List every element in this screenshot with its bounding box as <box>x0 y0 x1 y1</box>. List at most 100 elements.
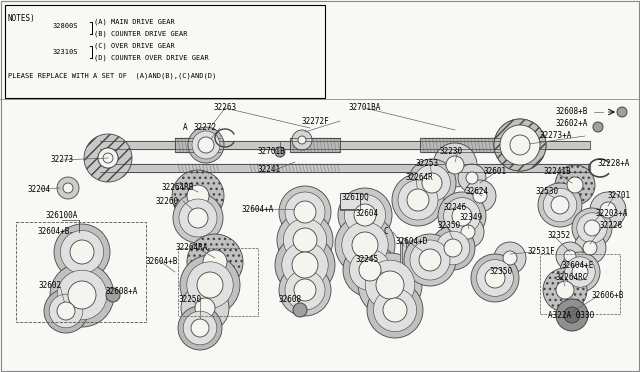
Text: 32610Q: 32610Q <box>342 192 370 202</box>
Circle shape <box>367 282 423 338</box>
Circle shape <box>349 249 390 291</box>
Circle shape <box>178 306 222 350</box>
Bar <box>70 232 88 254</box>
Text: 32272: 32272 <box>193 124 216 132</box>
Text: 32606+B: 32606+B <box>592 292 625 301</box>
Polygon shape <box>220 141 290 149</box>
Circle shape <box>600 202 616 218</box>
Bar <box>540 254 620 314</box>
Circle shape <box>50 263 114 327</box>
Text: (A) MAIN DRIVE GEAR: (A) MAIN DRIVE GEAR <box>94 19 175 25</box>
Circle shape <box>452 206 472 226</box>
Circle shape <box>84 134 132 182</box>
Circle shape <box>68 281 96 309</box>
Circle shape <box>358 253 422 317</box>
Circle shape <box>192 131 220 159</box>
Circle shape <box>572 208 612 248</box>
Circle shape <box>172 170 224 222</box>
Text: (B) COUNTER DRIVE GEAR: (B) COUNTER DRIVE GEAR <box>94 31 188 37</box>
Circle shape <box>583 241 597 255</box>
Circle shape <box>477 260 513 296</box>
Circle shape <box>494 119 546 171</box>
Circle shape <box>444 198 481 234</box>
Circle shape <box>464 180 496 212</box>
Circle shape <box>63 183 73 193</box>
Circle shape <box>60 230 104 273</box>
Circle shape <box>572 264 588 280</box>
Circle shape <box>292 130 312 150</box>
Circle shape <box>564 250 576 262</box>
Text: 32260: 32260 <box>155 196 178 205</box>
Circle shape <box>54 224 110 280</box>
Text: 32604+E: 32604+E <box>562 260 595 269</box>
Text: 32310S: 32310S <box>53 49 79 55</box>
Text: 32241: 32241 <box>258 166 281 174</box>
Circle shape <box>392 174 444 226</box>
Circle shape <box>187 185 209 207</box>
Circle shape <box>103 153 113 163</box>
Circle shape <box>494 242 526 274</box>
Polygon shape <box>420 138 500 152</box>
Circle shape <box>70 240 94 264</box>
Text: 32800S: 32800S <box>53 23 79 29</box>
Text: 32245: 32245 <box>355 256 378 264</box>
Bar <box>16 222 146 322</box>
Circle shape <box>408 159 456 207</box>
Polygon shape <box>100 141 175 149</box>
Circle shape <box>556 242 584 270</box>
Circle shape <box>293 303 307 317</box>
Circle shape <box>444 239 462 257</box>
Text: 32273+A: 32273+A <box>540 131 572 141</box>
Circle shape <box>191 319 209 337</box>
Circle shape <box>431 226 475 270</box>
Circle shape <box>57 302 75 320</box>
Text: 32228+A: 32228+A <box>597 158 629 167</box>
Circle shape <box>342 222 388 268</box>
Circle shape <box>198 137 214 153</box>
Text: 32701: 32701 <box>608 192 631 201</box>
Circle shape <box>574 232 606 264</box>
Circle shape <box>98 148 118 168</box>
Circle shape <box>188 208 208 228</box>
Text: 32272F: 32272F <box>302 116 330 125</box>
Text: 32352: 32352 <box>548 231 571 241</box>
Circle shape <box>277 212 333 268</box>
Circle shape <box>577 213 607 243</box>
Text: 32264RA: 32264RA <box>175 244 207 253</box>
Text: A322A 0330: A322A 0330 <box>548 311 595 321</box>
Circle shape <box>485 268 505 288</box>
Circle shape <box>538 183 582 227</box>
Text: 32203+A: 32203+A <box>596 208 628 218</box>
Circle shape <box>556 281 574 299</box>
Circle shape <box>373 288 417 331</box>
Circle shape <box>433 143 477 187</box>
Polygon shape <box>340 141 420 149</box>
Circle shape <box>458 164 486 192</box>
Text: 32350: 32350 <box>490 267 513 276</box>
Circle shape <box>343 243 397 297</box>
Circle shape <box>510 135 530 155</box>
Circle shape <box>383 298 407 322</box>
Circle shape <box>335 215 395 275</box>
Circle shape <box>298 136 306 144</box>
Circle shape <box>179 199 217 237</box>
Circle shape <box>365 260 415 310</box>
Text: C: C <box>384 228 388 237</box>
Circle shape <box>275 147 285 157</box>
Text: A: A <box>182 124 187 132</box>
Text: 32608+A: 32608+A <box>105 286 138 295</box>
Polygon shape <box>175 138 220 152</box>
Bar <box>5 5 325 98</box>
Text: 32602: 32602 <box>38 282 61 291</box>
Circle shape <box>294 201 316 223</box>
Text: 32608+B: 32608+B <box>555 108 588 116</box>
Circle shape <box>292 252 318 278</box>
Circle shape <box>466 172 478 184</box>
Circle shape <box>404 234 456 286</box>
Circle shape <box>461 225 475 239</box>
Text: 32273: 32273 <box>51 155 74 164</box>
Circle shape <box>564 257 595 287</box>
Circle shape <box>422 173 442 193</box>
Text: 32264RC: 32264RC <box>555 273 588 282</box>
Circle shape <box>352 232 378 258</box>
